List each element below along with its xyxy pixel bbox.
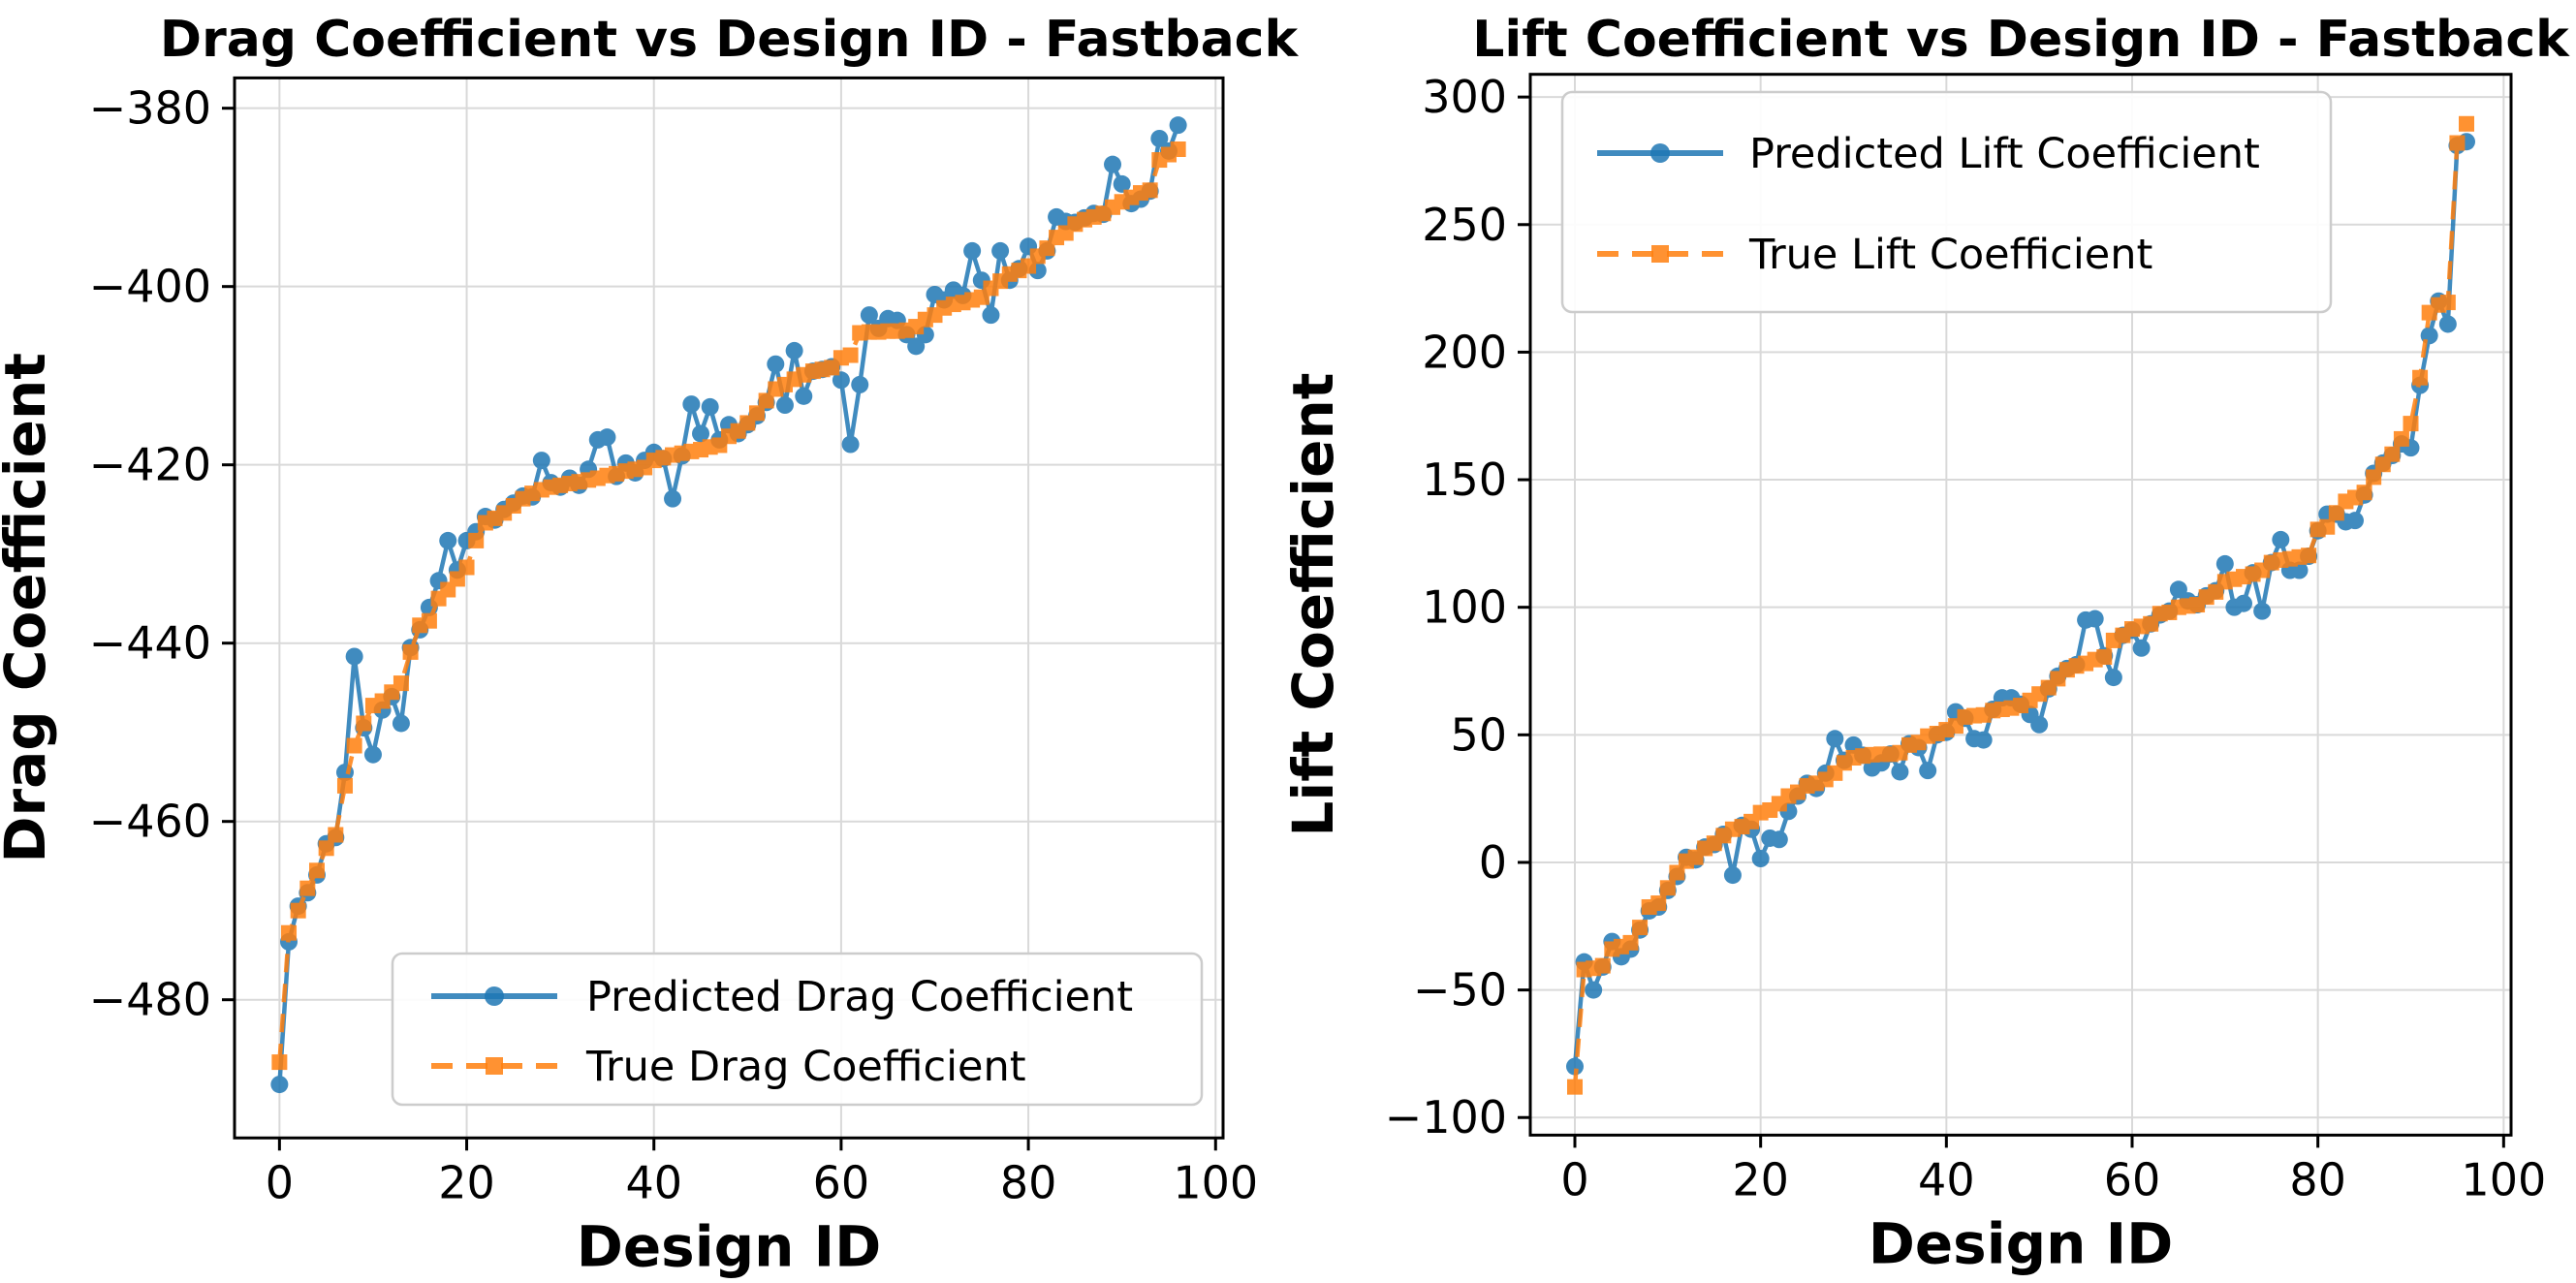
chart-title: Lift Coefficient vs Design ID - Fastback — [1472, 11, 2570, 69]
legend-marker-circle — [1650, 143, 1670, 163]
plot-spines — [1528, 73, 2513, 1137]
y-tick-label: 100 — [1422, 581, 1507, 634]
x-tick-label: 0 — [1560, 1153, 1588, 1205]
true-markers — [1567, 115, 2474, 1095]
x-axis-label: Design ID — [1869, 1210, 2174, 1276]
legend-box — [1560, 90, 2333, 314]
x-tick-label: 80 — [2289, 1153, 2346, 1205]
lift-chart: 0 20 40 60 80 100 300 250 200 150 100 50 0 −50 −100 Lif… — [1280, 11, 2570, 1276]
y-tick-label: 300 — [1422, 71, 1507, 123]
y-tick-label: 150 — [1422, 454, 1507, 506]
y-tick-label: 50 — [1450, 708, 1507, 761]
x-axis-label: Design ID — [577, 1213, 882, 1279]
y-axis-label: Lift Coefficient — [1280, 373, 1346, 837]
legend-entry-true: True Drag Coefficient — [431, 1043, 1026, 1091]
x-tick-label: 0 — [266, 1156, 294, 1208]
grid-lines — [235, 78, 1223, 1139]
legend-box — [391, 952, 1204, 1107]
y-tick-label: −420 — [89, 439, 211, 491]
y-tick-label: 0 — [1479, 836, 1507, 889]
legend-label: Predicted Lift Coefficient — [1749, 130, 2260, 178]
y-tick-label: −480 — [89, 974, 211, 1026]
y-tick-label: 250 — [1422, 199, 1507, 251]
drag-chart: 0 20 40 60 80 100 −380 −400 −420 −440 −460 −480 Drag… — [0, 11, 1299, 1279]
legend-entry-predicted: Predicted Drag Coefficient — [431, 973, 1133, 1021]
legend-label: True Lift Coefficient — [1748, 231, 2152, 279]
legend-label: Predicted Drag Coefficient — [586, 973, 1133, 1021]
x-tick-label: 40 — [625, 1156, 682, 1208]
y-tick-label: −380 — [89, 82, 211, 135]
y-tick-label: −100 — [1385, 1091, 1507, 1143]
legend-label: True Drag Coefficient — [585, 1043, 1026, 1091]
y-tick-label: −460 — [89, 796, 211, 848]
x-tick-label: 60 — [2104, 1153, 2161, 1205]
y-tick-label: 200 — [1422, 326, 1507, 378]
y-tick-label: −50 — [1413, 964, 1507, 1017]
legend: Predicted Drag Coefficient True Drag Coef… — [391, 952, 1204, 1107]
axis-ticks: 0 20 40 60 80 100 300 250 200 150 100 50 0 −50 −100 — [1385, 71, 2547, 1205]
legend-entry-predicted: Predicted Lift Coefficient — [1597, 130, 2260, 178]
x-tick-label: 80 — [1000, 1156, 1057, 1208]
legend-marker-circle — [485, 986, 504, 1006]
true-series — [271, 141, 1186, 1071]
legend-marker-square — [486, 1057, 503, 1075]
plot-spines — [233, 76, 1225, 1140]
chart-title: Drag Coefficient vs Design ID - Fastback — [160, 11, 1300, 69]
x-tick-label: 20 — [438, 1156, 495, 1208]
x-tick-label: 100 — [2461, 1153, 2546, 1205]
true-markers — [271, 141, 1186, 1071]
y-tick-label: −400 — [89, 261, 211, 313]
legend: Predicted Lift Coefficient True Lift Coef… — [1560, 90, 2333, 314]
x-tick-label: 60 — [813, 1156, 870, 1208]
x-tick-label: 20 — [1732, 1153, 1789, 1205]
legend-marker-square — [1651, 245, 1669, 263]
y-axis-label: Drag Coefficient — [0, 353, 58, 863]
axis-ticks: 0 20 40 60 80 100 −380 −400 −420 −440 −460 −480 — [89, 82, 1259, 1209]
legend-entry-true: True Lift Coefficient — [1597, 231, 2152, 279]
x-tick-label: 40 — [1918, 1153, 1975, 1205]
x-tick-label: 100 — [1173, 1156, 1258, 1208]
y-tick-label: −440 — [89, 617, 211, 670]
true-series — [1567, 115, 2474, 1095]
